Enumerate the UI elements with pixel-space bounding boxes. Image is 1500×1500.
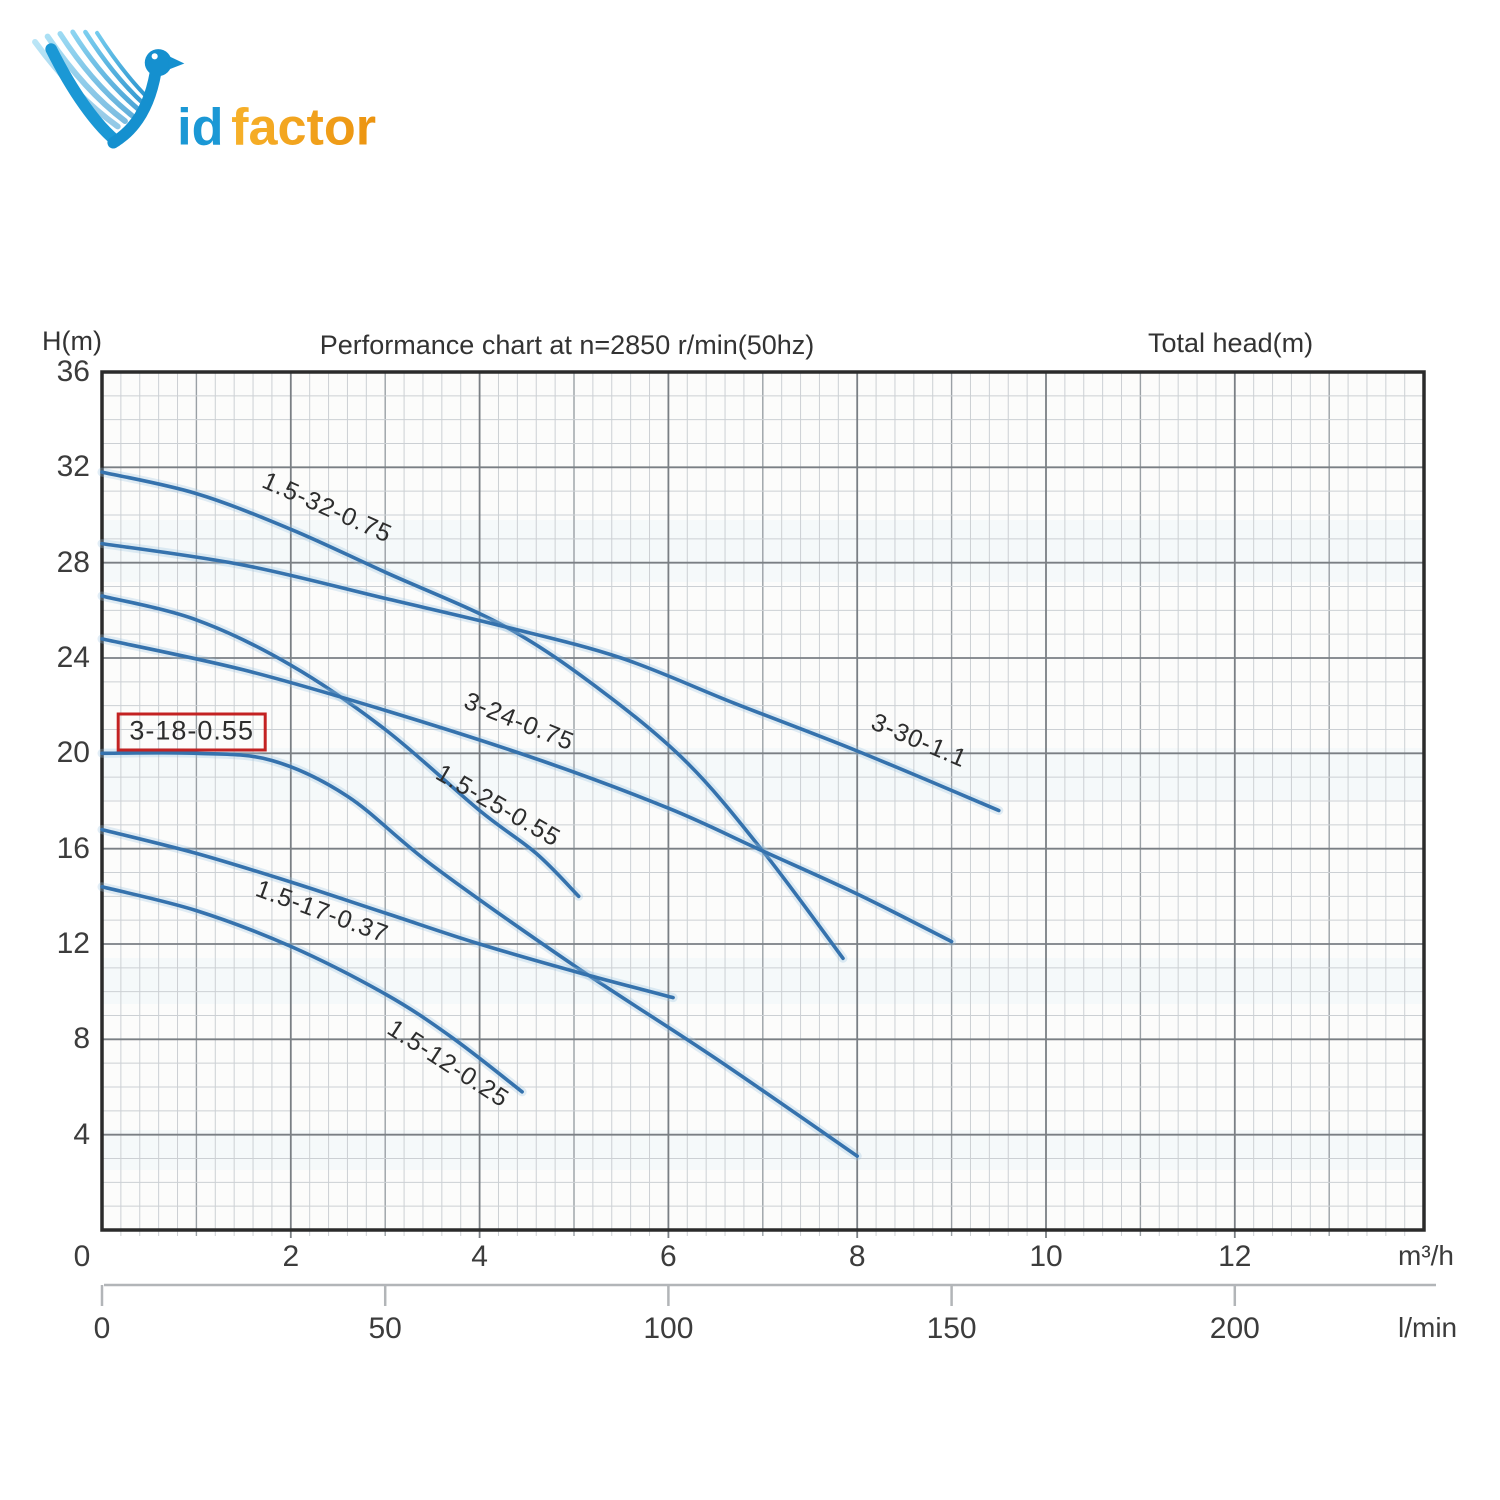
lmin-tick-label-50: 50 — [368, 1312, 402, 1345]
y-tick-label-20: 20 — [56, 736, 90, 770]
x-tick-label-0: 0 — [73, 1240, 91, 1273]
right-axis-title: Total head(m) — [1148, 328, 1314, 358]
y-axis-title: H(m) — [42, 326, 102, 356]
x-tick-label-8: 8 — [848, 1240, 866, 1273]
pump-curve-3-30-1.1 — [100, 541, 1001, 813]
lmin-tick-label-150: 150 — [926, 1312, 977, 1345]
logo-bird-eye-icon — [151, 53, 158, 60]
logo-graphic: id factor — [32, 29, 376, 156]
pump-curve-3-24-0.75 — [100, 637, 954, 944]
y-tick-label-28: 28 — [56, 545, 90, 579]
pump-curve-1.5-17-0.37 — [100, 827, 675, 1000]
pump-curve-1.5-25-0.55 — [100, 594, 581, 899]
lmin-tick-label-0: 0 — [93, 1312, 111, 1345]
performance-chart-plot — [97, 370, 1436, 1306]
chart-title: Performance chart at n=2850 r/min(50hz) — [319, 330, 815, 360]
x-axis-unit-m3h: m³/h — [1398, 1240, 1454, 1271]
y-tick-label-4: 4 — [73, 1117, 90, 1151]
x-tick-label-4: 4 — [471, 1240, 488, 1273]
y-tick-label-16: 16 — [56, 831, 90, 865]
vidfactor-logo: id factor — [26, 20, 394, 175]
y-tick-label-8: 8 — [73, 1022, 90, 1056]
logo-wordmark-blue: id — [177, 98, 223, 156]
lmin-tick-label-100: 100 — [643, 1312, 694, 1345]
x-tick-label-2: 2 — [282, 1240, 300, 1273]
y-tick-label-12: 12 — [56, 927, 90, 960]
y-tick-label-24: 24 — [56, 641, 90, 674]
x-tick-label-12: 12 — [1218, 1240, 1252, 1273]
lmin-tick-label-200: 200 — [1209, 1312, 1260, 1345]
y-tick-label-36: 36 — [56, 355, 90, 388]
pump-curve-1.5-12-0.25 — [100, 885, 524, 1094]
y-tick-label-32: 32 — [56, 450, 90, 484]
x-tick-label-10: 10 — [1029, 1240, 1063, 1273]
pump-curve-3-18-0.55 — [100, 750, 859, 1158]
curve-label-3-18-0.55: 3-18-0.55 — [116, 712, 267, 752]
logo-wordmark-orange: factor — [231, 98, 376, 156]
x-tick-label-6: 6 — [660, 1240, 677, 1273]
logo-bird-icon — [45, 43, 185, 149]
x-axis-unit-lmin: l/min — [1398, 1312, 1458, 1343]
plot-border — [100, 370, 1426, 1232]
